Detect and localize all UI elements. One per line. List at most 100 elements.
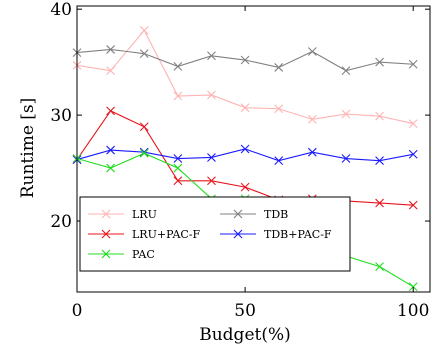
data-point-tdb-pac-f: [173, 154, 183, 163]
marker-stroke: [274, 63, 284, 72]
y-tick-label: 40: [50, 0, 72, 20]
legend-swatch-marker: [101, 209, 111, 219]
data-point-lru-pac-f: [173, 176, 183, 186]
marker-stroke: [274, 104, 284, 114]
legend-swatch-marker: [233, 209, 243, 219]
series-lru: [72, 25, 418, 128]
legend-swatch-marker: [101, 249, 111, 259]
data-point-lru: [307, 114, 317, 124]
series-lru-pac-f: [72, 106, 418, 210]
data-point-lru: [341, 109, 351, 119]
legend-label: PAC: [132, 248, 155, 261]
data-point-tdb: [139, 49, 149, 59]
legend-entry-tdb: TDB: [220, 208, 288, 221]
data-point-tdb-pac-f: [274, 156, 284, 166]
data-point-lru: [173, 91, 183, 101]
legend-entry-pac: PAC: [88, 248, 155, 261]
data-point-lru: [240, 103, 250, 113]
data-point-tdb-pac-f: [207, 153, 216, 162]
data-point-pac: [106, 163, 116, 173]
marker-stroke: [101, 249, 111, 259]
legend-label: LRU: [132, 208, 157, 221]
data-point-lru: [139, 25, 149, 35]
marker-stroke: [375, 262, 384, 271]
marker-stroke: [408, 59, 418, 69]
legend-label: TDB: [264, 208, 288, 221]
marker-stroke: [106, 45, 116, 54]
y-tick-label: 20: [50, 212, 72, 232]
data-point-lru: [408, 119, 418, 128]
data-point-lru-pac-f: [207, 176, 216, 186]
marker-stroke: [233, 209, 243, 219]
legend-entry-lru: LRU: [88, 208, 157, 221]
data-point-tdb-pac-f: [240, 144, 250, 154]
data-point-lru-pac-f: [139, 122, 149, 132]
legend-label: TDB+PAC-F: [264, 228, 332, 241]
data-point-pac: [375, 262, 384, 271]
series-line-lru: [76, 29, 414, 125]
marker-stroke: [233, 229, 243, 239]
marker-stroke: [101, 229, 111, 239]
marker-stroke: [307, 114, 317, 124]
marker-stroke: [341, 109, 351, 119]
series-line-lru-pac-f: [76, 110, 414, 206]
data-point-pac: [139, 148, 149, 158]
data-point-tdb: [341, 66, 351, 76]
marker-stroke: [375, 111, 384, 121]
legend-box: [79, 196, 351, 272]
legend-entry-tdb-pac-f: TDB+PAC-F: [220, 228, 332, 241]
marker-stroke: [173, 176, 183, 186]
marker-stroke: [207, 153, 216, 162]
marker-stroke: [106, 66, 116, 76]
x-tick-label: 50: [234, 301, 256, 321]
data-point-pac: [173, 163, 183, 173]
data-point-lru-pac-f: [106, 106, 116, 116]
marker-stroke: [307, 47, 317, 56]
marker-stroke: [106, 106, 116, 116]
marker-stroke: [240, 182, 250, 192]
series-layer: [72, 25, 418, 292]
marker-stroke: [408, 200, 418, 210]
data-point-tdb-pac-f: [106, 145, 116, 155]
x-tick-label: 100: [397, 301, 429, 321]
marker-stroke: [207, 90, 216, 100]
marker-stroke: [375, 198, 384, 208]
data-point-tdb-pac-f: [375, 156, 384, 166]
marker-stroke: [173, 163, 183, 173]
data-point-tdb-pac-f: [307, 147, 317, 157]
x-axis-label: Budget(%): [199, 325, 291, 345]
series-tdb: [72, 45, 418, 76]
marker-stroke: [240, 103, 250, 113]
marker-stroke: [240, 144, 250, 154]
marker-stroke: [240, 55, 250, 65]
marker-stroke: [408, 282, 418, 292]
series-line-tdb-pac-f: [76, 148, 414, 162]
data-point-tdb: [106, 45, 116, 54]
marker-stroke: [173, 61, 183, 71]
marker-stroke: [139, 49, 149, 59]
marker-stroke: [207, 176, 216, 186]
legend-swatch-marker: [101, 229, 111, 239]
data-point-tdb: [375, 57, 384, 67]
marker-stroke: [341, 66, 351, 76]
marker-stroke: [106, 163, 116, 173]
data-point-tdb: [173, 61, 183, 71]
x-tick-label: 0: [72, 301, 83, 321]
legend-entry-lru-pac-f: LRU+PAC-F: [88, 228, 201, 241]
data-point-tdb-pac-f: [408, 149, 418, 159]
data-point-lru: [207, 90, 216, 100]
data-point-tdb: [207, 51, 216, 61]
marker-stroke: [173, 91, 183, 101]
marker-stroke: [341, 154, 351, 163]
axis-frame: [76, 5, 431, 293]
marker-stroke: [207, 51, 216, 61]
marker-stroke: [375, 57, 384, 67]
marker-stroke: [101, 209, 111, 219]
data-point-tdb: [408, 59, 418, 69]
marker-stroke: [408, 149, 418, 159]
y-tick-label: 30: [50, 106, 72, 126]
marker-stroke: [139, 122, 149, 132]
data-point-pac: [408, 282, 418, 292]
data-point-tdb: [307, 47, 317, 56]
